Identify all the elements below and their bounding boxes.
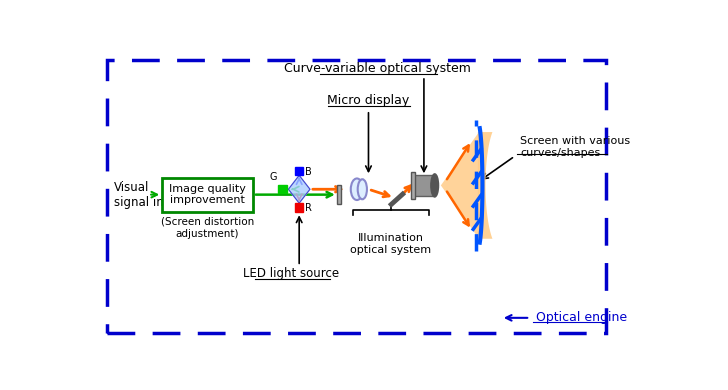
Polygon shape [441, 131, 479, 239]
Text: R: R [305, 203, 312, 213]
Bar [411, 172, 416, 199]
Text: Image quality
improvement: Image quality improvement [169, 184, 246, 206]
Ellipse shape [357, 179, 367, 199]
Text: Illumination
optical system: Illumination optical system [350, 233, 432, 255]
Text: Optical engine: Optical engine [536, 311, 627, 324]
Text: Curve-variable optical system: Curve-variable optical system [284, 62, 471, 75]
Bar [107, 60, 606, 333]
Bar [162, 178, 253, 212]
Ellipse shape [351, 179, 363, 200]
Bar [337, 185, 341, 204]
Bar [414, 175, 435, 196]
Text: B: B [305, 167, 312, 177]
Text: LED light source: LED light source [243, 268, 339, 280]
Polygon shape [288, 176, 310, 203]
Text: Micro display: Micro display [328, 94, 410, 107]
Bar [296, 203, 303, 212]
Polygon shape [478, 132, 492, 239]
Text: G: G [270, 172, 277, 182]
Text: (Screen distortion
adjustment): (Screen distortion adjustment) [161, 217, 254, 239]
Bar [277, 184, 287, 193]
Text: Visual
signal input: Visual signal input [114, 181, 184, 209]
Bar [296, 167, 303, 176]
Ellipse shape [431, 174, 438, 197]
Text: Screen with various
curves/shapes: Screen with various curves/shapes [521, 136, 630, 158]
